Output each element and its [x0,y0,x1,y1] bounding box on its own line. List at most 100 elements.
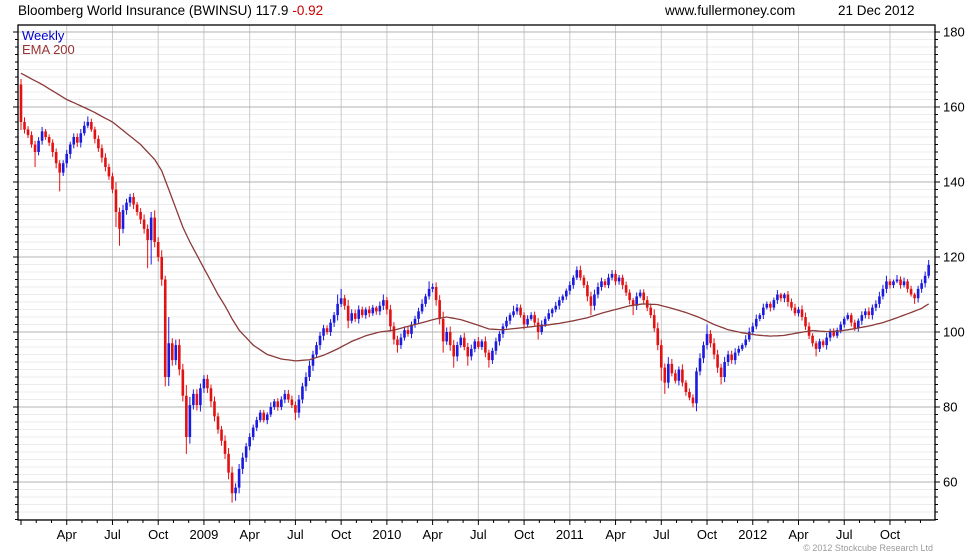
candle [519,304,522,318]
candle [603,279,607,288]
candle [797,306,800,317]
candle [681,364,684,387]
candle [589,291,593,316]
candle [480,339,484,350]
candle [927,260,930,279]
candle [396,335,399,353]
candle [241,452,244,474]
candle [100,144,104,163]
candle [821,339,825,348]
candle [762,303,765,319]
candle [733,348,737,365]
candle [730,350,733,364]
x-axis-label: 2010 [372,527,401,542]
candle [835,327,839,339]
candle [593,289,596,311]
x-axis-label: Jul [470,527,487,542]
candle [410,321,413,339]
candle [452,340,456,368]
candle [804,312,807,330]
candle [515,303,519,315]
candle [842,316,846,328]
candle [417,307,420,324]
candle [413,315,417,328]
candle [628,289,631,305]
candle [19,78,23,130]
candle [107,163,111,180]
candle [332,312,336,328]
candle [586,281,589,302]
candle [825,333,828,350]
y-axis-label: 140 [943,175,965,190]
candle [754,314,758,330]
x-axis-label: Oct [331,527,352,542]
x-axis-label: Oct [514,527,535,542]
candle [712,338,716,360]
legend-timeframe: Weekly [22,28,65,43]
candle [125,198,128,215]
candle [54,148,58,169]
candle [83,121,86,136]
candle [209,384,213,408]
y-axis-label: 60 [943,475,957,490]
candle [916,285,920,303]
candle [427,281,431,300]
candle [371,304,375,316]
x-axis-label: 2012 [738,527,767,542]
candle [304,372,308,392]
candle [65,149,69,168]
candle [758,313,762,322]
candle [86,116,90,129]
x-axis-label: Oct [697,527,718,542]
candle [540,320,543,335]
candle [223,435,227,459]
candle [139,208,142,224]
candle [688,388,691,401]
candle [881,284,885,300]
candle [441,311,445,353]
candle [871,304,874,320]
candle [663,363,667,394]
candle [512,305,515,318]
x-axis-label: Jul [653,527,670,542]
candle [487,349,491,368]
candle [195,389,199,411]
candle [121,204,125,234]
candle [776,290,779,304]
candle [185,385,188,454]
candle [610,270,614,281]
candle [290,395,294,409]
candle [554,301,558,313]
candle [156,237,160,262]
candle [367,306,371,318]
candle [505,316,508,329]
candle [814,340,818,357]
candle [170,338,174,366]
candle [565,288,568,300]
candle [234,483,237,501]
candle [360,306,364,318]
candle [118,207,121,246]
x-axis-label: Jul [104,527,121,542]
candle [174,339,178,366]
candle [923,271,927,288]
candle [621,274,624,290]
candle [631,297,635,316]
candle [244,442,248,462]
candle [255,416,259,432]
candle [885,275,888,294]
candle [61,160,65,176]
candle [659,339,663,381]
gridlines-major [18,31,935,483]
candle [192,389,195,410]
candle [614,270,617,286]
candle [149,212,153,265]
candle [30,131,33,148]
candle [582,274,586,289]
candle [864,308,867,319]
candle [867,307,871,320]
candle [79,129,83,148]
candle [322,324,325,341]
website-link[interactable]: www.fullermoney.com [665,3,796,18]
candle [494,337,498,355]
